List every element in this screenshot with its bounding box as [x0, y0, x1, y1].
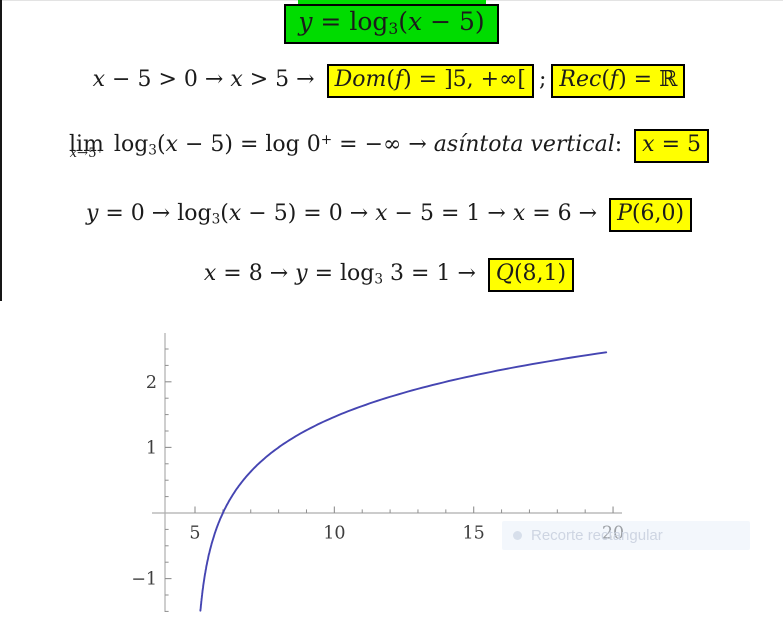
math-segment: (8,1) — [513, 261, 567, 286]
x-tick-label: 10 — [323, 524, 345, 544]
math-line-x-intercept: y = 0 → log3(x − 5) = 0 → x − 5 = 1 → x … — [0, 198, 783, 232]
math-segment: 3 — [148, 142, 157, 159]
math-segment: > 5 → — [242, 67, 322, 92]
math-segment: : — [614, 132, 630, 157]
snip-dot-icon — [513, 531, 522, 540]
highlight-box: Rec(f) = ℝ — [551, 64, 686, 98]
math-segment: ( — [156, 132, 166, 157]
math-segment: = 8 → — [216, 261, 296, 286]
math-segment: − 5) — [422, 7, 485, 36]
x-tick-label: 15 — [463, 524, 485, 544]
x-tick-label: 5 — [189, 524, 200, 544]
math-segment: 3 — [388, 19, 399, 38]
math-segment: = 5 — [654, 132, 701, 157]
limit-subscript: x→5+ — [70, 145, 104, 161]
snip-watermark-label: Recorte rectangular — [531, 527, 663, 544]
math-segment: Dom — [334, 67, 387, 92]
math-segment: − 5) = 0 → — [241, 201, 376, 226]
math-segment: − 5 > 0 → — [105, 67, 231, 92]
math-segment: x — [230, 67, 243, 92]
math-segment: f — [609, 67, 619, 92]
math-segment: (6,0) — [631, 201, 685, 226]
math-segment: 3 = 1 → — [383, 261, 483, 286]
math-segment: asíntota vertical — [433, 132, 615, 157]
math-segment: x — [69, 146, 78, 161]
math-segment: + — [320, 132, 333, 149]
y-tick-label: −1 — [131, 570, 157, 590]
math-segment: x — [92, 67, 106, 92]
math-segment: x — [203, 261, 217, 286]
math-segment: Rec — [559, 67, 602, 92]
math-segment: x — [375, 201, 388, 226]
math-segment: →5 — [77, 146, 97, 161]
math-segment: x — [642, 132, 655, 157]
snip-watermark: Recorte rectangular — [502, 521, 750, 550]
math-segment: ) = ℝ — [618, 67, 678, 92]
math-segment: ( — [398, 7, 409, 36]
math-segment: = 6 → — [525, 201, 605, 226]
math-segment: y — [295, 261, 308, 286]
math-segment: x — [228, 201, 242, 226]
math-segment: f — [394, 67, 404, 92]
title-formula-box: y = log3(x − 5) — [284, 4, 499, 44]
math-segment: 3 — [374, 271, 384, 288]
math-segment: ) = ]5, +∞[ — [403, 67, 526, 92]
highlight-box: Q(8,1) — [487, 258, 575, 292]
math-segment: − 5) = log 0 — [177, 132, 321, 157]
math-segment: 3 — [211, 211, 221, 228]
math-segment: y — [85, 201, 99, 226]
math-segment: ( — [220, 201, 229, 226]
math-segment: P — [617, 201, 632, 226]
math-segment: + — [96, 144, 104, 155]
left-edge-line — [0, 0, 2, 301]
math-segment: x — [408, 7, 423, 36]
highlight-box: x = 5 — [634, 129, 709, 163]
math-line-point-q: x = 8 → y = log3 3 = 1 → Q(8,1) — [0, 258, 783, 292]
title-green-strip — [297, 0, 486, 4]
highlight-box: P(6,0) — [609, 198, 693, 232]
math-segment: ( — [386, 67, 395, 92]
math-segment: ; — [539, 67, 547, 92]
limit-operator: lim — [68, 132, 104, 157]
math-segment: = −∞ → — [332, 132, 434, 157]
log-curve — [199, 351, 608, 612]
math-line-domain-range: x − 5 > 0 → x > 5 → Dom(f) = ]5, +∞[; Rec… — [0, 64, 783, 98]
math-segment: Q — [495, 261, 514, 286]
math-segment: x — [512, 201, 526, 226]
math-segment: = log — [307, 261, 375, 286]
math-segment: = 0 → log — [98, 201, 212, 226]
y-tick-label: 1 — [146, 438, 157, 458]
math-segment: = log — [312, 7, 389, 36]
math-segment: − 5 = 1 → — [387, 201, 513, 226]
math-segment: log — [106, 132, 149, 157]
math-line-limit-asymptote: lim x→5+ log3(x − 5) = log 0+ = −∞ → asín… — [0, 129, 783, 163]
y-tick-label: 2 — [146, 373, 157, 393]
limit-construct: lim x→5+ — [68, 132, 104, 161]
math-segment: y — [298, 7, 313, 36]
math-segment: x — [165, 132, 178, 157]
highlight-box: Dom(f) = ]5, +∞[ — [326, 64, 534, 98]
math-segment: ( — [601, 67, 610, 92]
title-block: y = log3(x − 5) — [0, 0, 783, 44]
